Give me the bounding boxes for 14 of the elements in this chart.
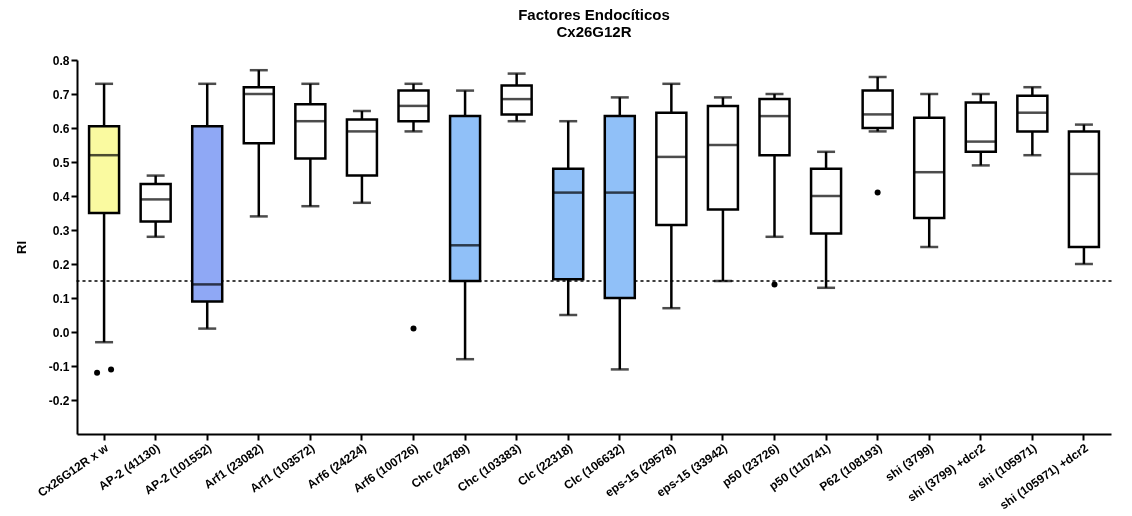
chart-title: Factores Endocíticos (518, 6, 670, 23)
y-tick-label: 0.2 (52, 257, 70, 272)
y-tick-label: 0.1 (52, 291, 70, 306)
y-tick-label: -0.2 (48, 393, 70, 408)
y-tick-label: 0.3 (52, 223, 70, 238)
y-tick-label: 0.4 (52, 189, 70, 204)
y-tick-label: 0.6 (52, 121, 70, 136)
chart-subtitle: Cx26G12R (556, 23, 632, 40)
y-tick-label: -0.1 (48, 359, 70, 374)
y-tick-label: 0.7 (52, 87, 70, 102)
y-tick-label: 0.5 (52, 155, 70, 170)
y-tick-label: 0.8 (52, 53, 70, 68)
y-tick-label: 0.0 (52, 325, 70, 340)
y-axis-title: RI (13, 241, 29, 254)
